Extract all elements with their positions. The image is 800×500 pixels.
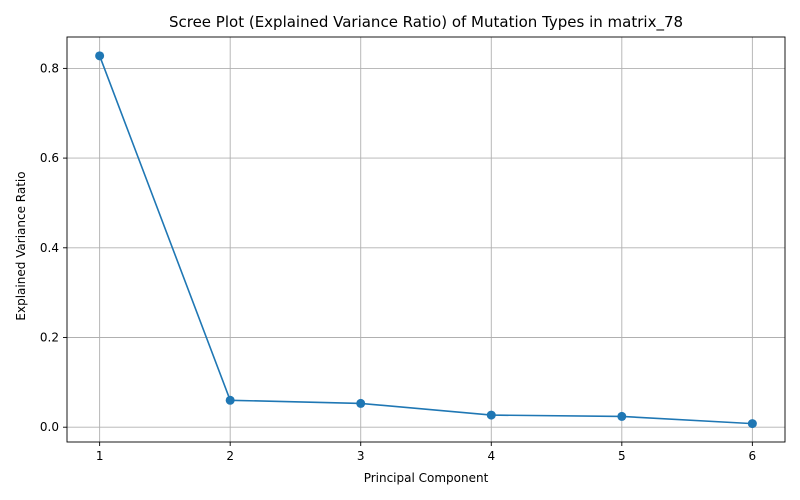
x-tick-label: 1	[96, 449, 104, 463]
x-tick-label: 2	[226, 449, 234, 463]
y-tick-label: 0.8	[40, 61, 59, 75]
series-line	[98, 55, 753, 425]
y-axis-label: Explained Variance Ratio	[14, 171, 28, 320]
data-point	[356, 398, 366, 408]
y-tick-label: 0.0	[40, 420, 59, 434]
axes: 1 2 3 4 5 6 0.0 0.2 0.4 0.6 0.8	[40, 36, 786, 463]
data-point	[747, 419, 757, 429]
x-tick-label: 6	[749, 449, 757, 463]
data-point	[225, 395, 235, 405]
data-point	[486, 410, 496, 420]
plot-frame	[66, 36, 786, 443]
data-point	[617, 411, 627, 421]
y-tick-label: 0.4	[40, 241, 59, 255]
x-tick-label: 4	[487, 449, 495, 463]
y-tick-label: 0.2	[40, 330, 59, 344]
y-tick-label: 0.6	[40, 151, 59, 165]
series	[95, 51, 757, 429]
chart-title: Scree Plot (Explained Variance Ratio) of…	[169, 13, 683, 32]
x-axis-label: Principal Component	[364, 471, 489, 485]
data-point	[95, 51, 105, 61]
grid	[67, 37, 785, 442]
x-tick-label: 5	[618, 449, 626, 463]
x-tick-label: 3	[357, 449, 365, 463]
